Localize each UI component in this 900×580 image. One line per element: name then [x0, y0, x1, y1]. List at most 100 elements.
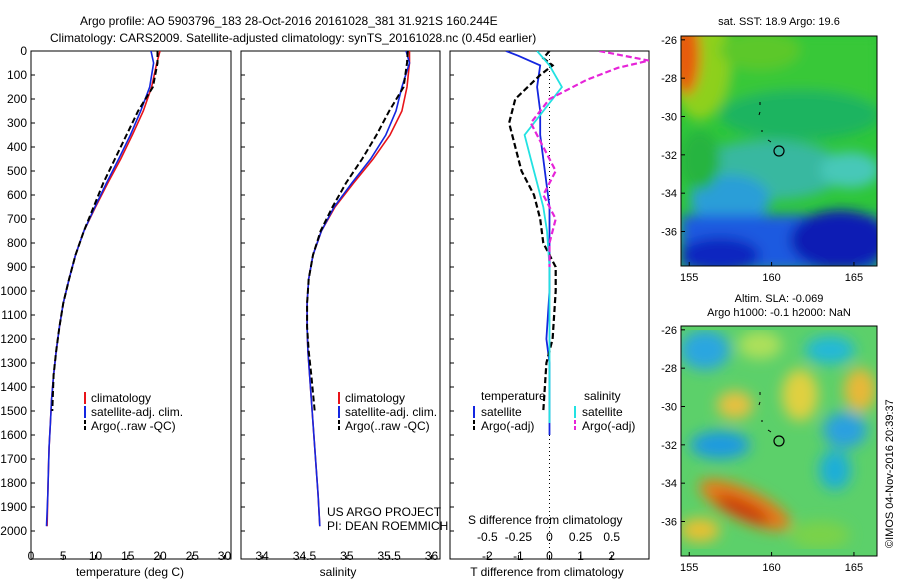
salinity-axis-label: salinity	[320, 565, 357, 579]
legend-salinity-title: salinity	[584, 389, 621, 403]
s-difference-label: S difference from climatology	[468, 513, 623, 527]
credit-pi: PI: DEAN ROEMMICH	[327, 519, 448, 533]
legend-argo-label: Argo(..raw -QC)	[91, 419, 176, 433]
argo-track-icon	[758, 392, 772, 433]
temperature-plot: 0 5 10 15 20 25 30	[28, 51, 232, 563]
depth-tick-label: 1500	[0, 404, 27, 418]
header-line1: Argo profile: AO 5903796_183 28-Oct-2016…	[80, 14, 498, 28]
lat-tick-label: -30	[661, 112, 677, 124]
argo-location-marker	[773, 145, 785, 157]
lat-tick-label: -34	[661, 188, 677, 200]
x-tick-label: -2	[482, 549, 493, 563]
depth-tick-label: 1300	[0, 356, 27, 370]
depth-tick-label: 1600	[0, 428, 27, 442]
map2-axes: -26 -28 -30 -32 -34 -36 155 160 165	[661, 325, 863, 574]
difference-plot: -2 -1 0 1 2 -0.5 -0.25 0 0.25 0.5	[477, 51, 649, 563]
legend-satellite-label: satellite-adj. clim.	[91, 405, 183, 419]
depth-tick-label: 500	[7, 164, 27, 178]
legend-satellite-label: satellite-adj. clim.	[345, 405, 437, 419]
depth-tick-label: 800	[7, 236, 27, 250]
x-tick-label: 20	[153, 549, 167, 563]
x-tick-label: 25	[186, 549, 200, 563]
lat-tick-label: -36	[661, 227, 677, 239]
x-tick-label: 1	[577, 549, 584, 563]
x-tick-label: 0	[546, 549, 553, 563]
header-line2: Climatology: CARS2009. Satellite-adjuste…	[50, 31, 536, 45]
s-tick-label: -0.25	[505, 530, 533, 544]
x-tick-label: 35	[340, 549, 354, 563]
lat-tick-label: -28	[661, 73, 677, 85]
salinity-legend: climatology satellite-adj. clim. Argo(..…	[327, 391, 448, 533]
series-line-argo-raw-qc-	[51, 51, 159, 412]
series-line-s-satellite	[523, 51, 563, 423]
depth-tick-label: 1200	[0, 332, 27, 346]
map1-frame	[680, 35, 878, 267]
depth-tick-label: 100	[7, 68, 27, 82]
legend-s-satellite-label: satellite	[582, 405, 623, 419]
depth-tick-label: 1000	[0, 284, 27, 298]
series-line-argo-raw-qc-	[306, 51, 409, 412]
depth-tick-label: 1100	[1, 308, 27, 322]
x-tick-label: 36	[425, 549, 439, 563]
depth-tick-label: 2000	[0, 524, 27, 538]
legend-climatology-label: climatology	[345, 391, 405, 405]
sla-map	[681, 326, 877, 556]
lat-tick-label: -32	[661, 440, 677, 452]
legend-argo-label: Argo(..raw -QC)	[345, 419, 430, 433]
x-tick-label: 10	[89, 549, 103, 563]
s-tick-label: 0.5	[603, 530, 620, 544]
lon-tick-label: 160	[762, 272, 780, 284]
series-line-climatology	[306, 51, 411, 527]
lat-tick-label: -28	[661, 363, 677, 375]
lat-tick-label: -30	[661, 402, 677, 414]
credit-project: US ARGO PROJECT	[327, 505, 442, 519]
map2-title1: Altim. SLA: -0.069	[735, 293, 824, 305]
map2-title2: Argo h1000: -0.1 h2000: NaN	[707, 307, 851, 319]
series-line-s-argo-adj-	[529, 51, 649, 267]
series-line-climatology	[46, 51, 161, 527]
depth-tick-label: 200	[7, 92, 27, 106]
map1-axes: -26 -28 -30 -32 -34 -36 155 160 165	[661, 35, 863, 284]
lat-tick-label: -34	[661, 478, 677, 490]
depth-tick-label: 1800	[0, 476, 27, 490]
argo-track-icon	[758, 102, 772, 143]
x-tick-label: 35.5	[378, 549, 402, 563]
difference-legend: temperature salinity satellite Argo(-adj…	[468, 389, 635, 527]
depth-axis: 0 100 200 300 400 500 600 700 800 900 1000 1100 1200…	[0, 44, 454, 538]
sst-map	[681, 36, 877, 266]
depth-tick-label: 1900	[0, 500, 27, 514]
legend-t-argo-label: Argo(-adj)	[481, 419, 534, 433]
x-tick-label: 5	[60, 549, 67, 563]
imos-timestamp: ©IMOS 04-Nov-2016 20:39:37	[884, 399, 896, 548]
x-tick-label: 15	[121, 549, 135, 563]
map2-frame	[680, 325, 878, 557]
depth-tick-label: 300	[7, 116, 27, 130]
salinity-panel-frame	[240, 50, 441, 560]
t-difference-label: T difference from climatology	[470, 565, 624, 579]
temperature-axis-label: temperature (deg C)	[76, 565, 184, 579]
depth-tick-label: 0	[20, 44, 27, 58]
lon-tick-label: 165	[845, 272, 863, 284]
x-tick-label: -1	[513, 549, 524, 563]
series-line-satellite-adj-clim-	[306, 51, 411, 527]
depth-tick-label: 700	[7, 212, 27, 226]
x-tick-label: 34.5	[293, 549, 317, 563]
temperature-legend: climatology satellite-adj. clim. Argo(..…	[84, 391, 183, 433]
lon-tick-label: 165	[845, 562, 863, 574]
lat-tick-label: -26	[661, 325, 677, 337]
depth-tick-label: 900	[7, 260, 27, 274]
temperature-panel-frame	[30, 50, 232, 560]
lon-tick-label: 155	[680, 562, 698, 574]
legend-s-argo-label: Argo(-adj)	[582, 419, 635, 433]
legend-climatology-label: climatology	[91, 391, 151, 405]
depth-tick-label: 600	[7, 188, 27, 202]
depth-tick-label: 1700	[0, 452, 27, 466]
s-tick-label: -0.5	[477, 530, 498, 544]
x-tick-label: 2	[608, 549, 615, 563]
lat-tick-label: -32	[661, 150, 677, 162]
legend-temperature-title: temperature	[481, 389, 546, 403]
map1-title: sat. SST: 18.9 Argo: 19.6	[718, 16, 840, 28]
series-group	[505, 51, 649, 435]
depth-tick-label: 1400	[0, 380, 27, 394]
